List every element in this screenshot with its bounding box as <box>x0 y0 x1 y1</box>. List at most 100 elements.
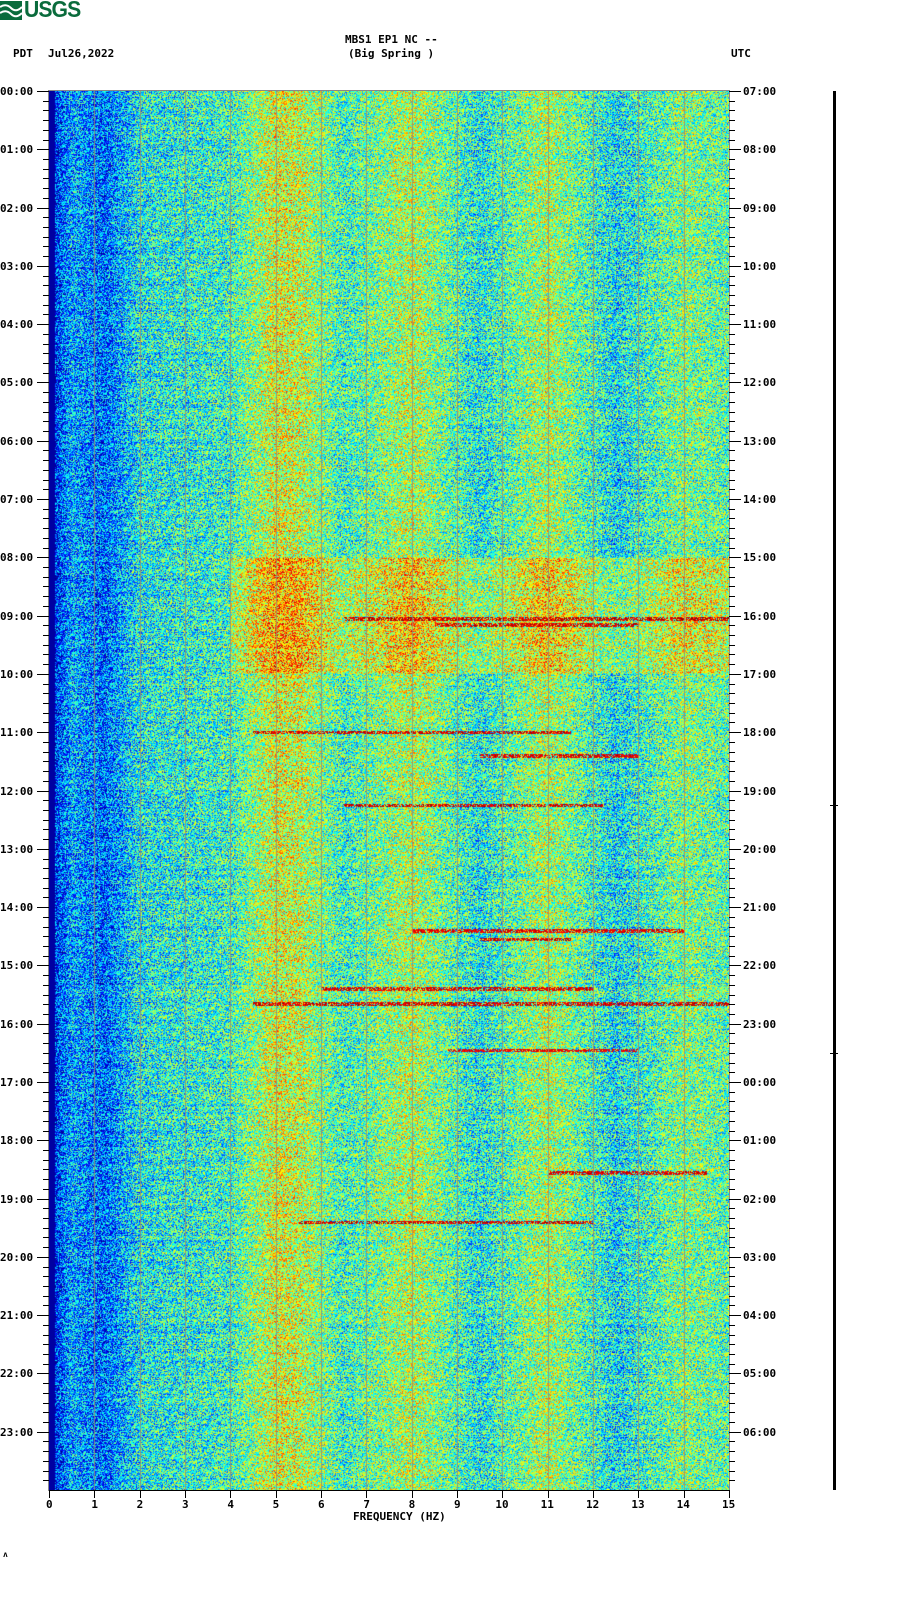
y-tick-minor <box>43 489 49 491</box>
y-tick-minor <box>43 975 49 977</box>
x-tick <box>411 1490 413 1498</box>
y-tick-major <box>729 732 741 734</box>
x-tick-label: 15 <box>722 1498 736 1511</box>
y-tick-minor <box>43 576 49 578</box>
y-tick-minor <box>729 819 735 821</box>
y-tick-minor <box>729 829 735 831</box>
y-tick-minor <box>43 1111 49 1113</box>
y-tick-major <box>729 324 741 326</box>
y-tick-major <box>729 1373 741 1375</box>
y-tick-minor <box>43 1169 49 1171</box>
y-tick-label-left: 23:00 <box>0 1425 34 1439</box>
x-tick-label: 14 <box>676 1498 690 1511</box>
y-tick-major <box>729 965 741 967</box>
y-tick-minor <box>729 168 735 170</box>
y-tick-minor <box>43 168 49 170</box>
y-tick-minor <box>43 1460 49 1462</box>
y-tick-minor <box>729 372 735 374</box>
y-tick-minor <box>43 596 49 598</box>
y-tick-major <box>729 1140 741 1142</box>
y-tick-major <box>37 1198 49 1200</box>
y-tick-minor <box>729 1052 735 1054</box>
y-tick-major <box>37 907 49 909</box>
y-tick-label-right: 03:00 <box>743 1250 777 1264</box>
date-label: Jul26,2022 <box>48 47 115 60</box>
y-tick-minor <box>43 693 49 695</box>
x-tick <box>230 1490 232 1498</box>
y-tick-minor <box>43 664 49 666</box>
plot-frame <box>48 90 730 1491</box>
y-tick-minor <box>729 178 735 180</box>
y-tick-minor <box>729 236 735 238</box>
y-tick-minor <box>729 926 735 928</box>
y-tick-minor <box>729 217 735 219</box>
y-tick-minor <box>43 712 49 714</box>
y-tick-minor <box>729 421 735 423</box>
y-tick-minor <box>729 304 735 306</box>
y-tick-minor <box>43 343 49 345</box>
y-tick-minor <box>43 1208 49 1210</box>
y-tick-minor <box>729 800 735 802</box>
y-tick-minor <box>43 401 49 403</box>
y-tick-minor <box>729 1470 735 1472</box>
y-tick-minor <box>729 401 735 403</box>
y-tick-label-right: 20:00 <box>743 842 777 856</box>
x-tick <box>593 1490 594 1498</box>
y-tick-minor <box>43 800 49 802</box>
x-tick-label: 1 <box>91 1498 98 1511</box>
x-axis-line <box>49 1490 729 1491</box>
y-tick-minor <box>43 1091 49 1093</box>
y-tick-minor <box>43 372 49 374</box>
y-tick-minor <box>43 1043 49 1045</box>
y-tick-major <box>37 324 49 326</box>
y-tick-major <box>37 673 49 675</box>
y-tick-minor <box>43 703 49 705</box>
y-tick-minor <box>729 256 735 258</box>
y-tick-minor <box>729 839 735 841</box>
y-tick-minor <box>729 159 735 160</box>
y-tick-minor <box>43 1130 49 1132</box>
y-tick-minor <box>43 547 49 549</box>
x-tick-label: 13 <box>631 1498 645 1511</box>
usgs-wave-icon <box>0 1 22 20</box>
y-tick-label-right: 04:00 <box>743 1309 777 1323</box>
y-tick-minor <box>729 343 735 345</box>
y-tick-minor <box>43 887 49 889</box>
y-tick-label-left: 14:00 <box>0 901 34 915</box>
y-tick-minor <box>729 537 735 539</box>
y-tick-major <box>729 207 741 209</box>
y-tick-minor <box>729 596 735 598</box>
y-tick-minor <box>729 1062 735 1064</box>
y-tick-minor <box>43 120 49 122</box>
y-tick-label-right: 18:00 <box>743 726 777 740</box>
y-tick-minor <box>729 703 735 705</box>
y-tick-label-left: 04:00 <box>0 318 34 332</box>
y-tick-minor <box>729 1237 735 1239</box>
y-tick-major <box>37 1315 49 1317</box>
y-tick-minor <box>43 1004 49 1006</box>
y-tick-major <box>37 265 49 267</box>
y-tick-minor <box>729 916 735 918</box>
y-tick-major <box>37 1140 49 1142</box>
y-tick-minor <box>43 1334 49 1336</box>
y-tick-minor <box>43 1470 49 1472</box>
y-tick-minor <box>729 479 735 481</box>
y-tick-minor <box>729 431 735 433</box>
y-tick-minor <box>729 1402 735 1404</box>
y-tick-major <box>37 732 49 734</box>
y-tick-minor <box>729 1421 735 1423</box>
y-tick-minor <box>43 809 49 811</box>
y-tick-major <box>729 499 741 501</box>
y-tick-label-right: 15:00 <box>743 551 777 565</box>
y-tick-minor <box>43 839 49 841</box>
y-tick-minor <box>729 1324 735 1326</box>
y-tick-minor <box>729 1013 735 1015</box>
x-tick <box>49 1490 50 1498</box>
y-tick-minor <box>729 780 735 782</box>
station-location: (Big Spring ) <box>348 47 435 60</box>
x-tick <box>94 1490 96 1498</box>
y-tick-minor <box>729 897 735 899</box>
y-tick-minor <box>43 1149 49 1151</box>
y-tick-minor <box>43 926 49 928</box>
y-tick-label-right: 10:00 <box>743 259 777 273</box>
